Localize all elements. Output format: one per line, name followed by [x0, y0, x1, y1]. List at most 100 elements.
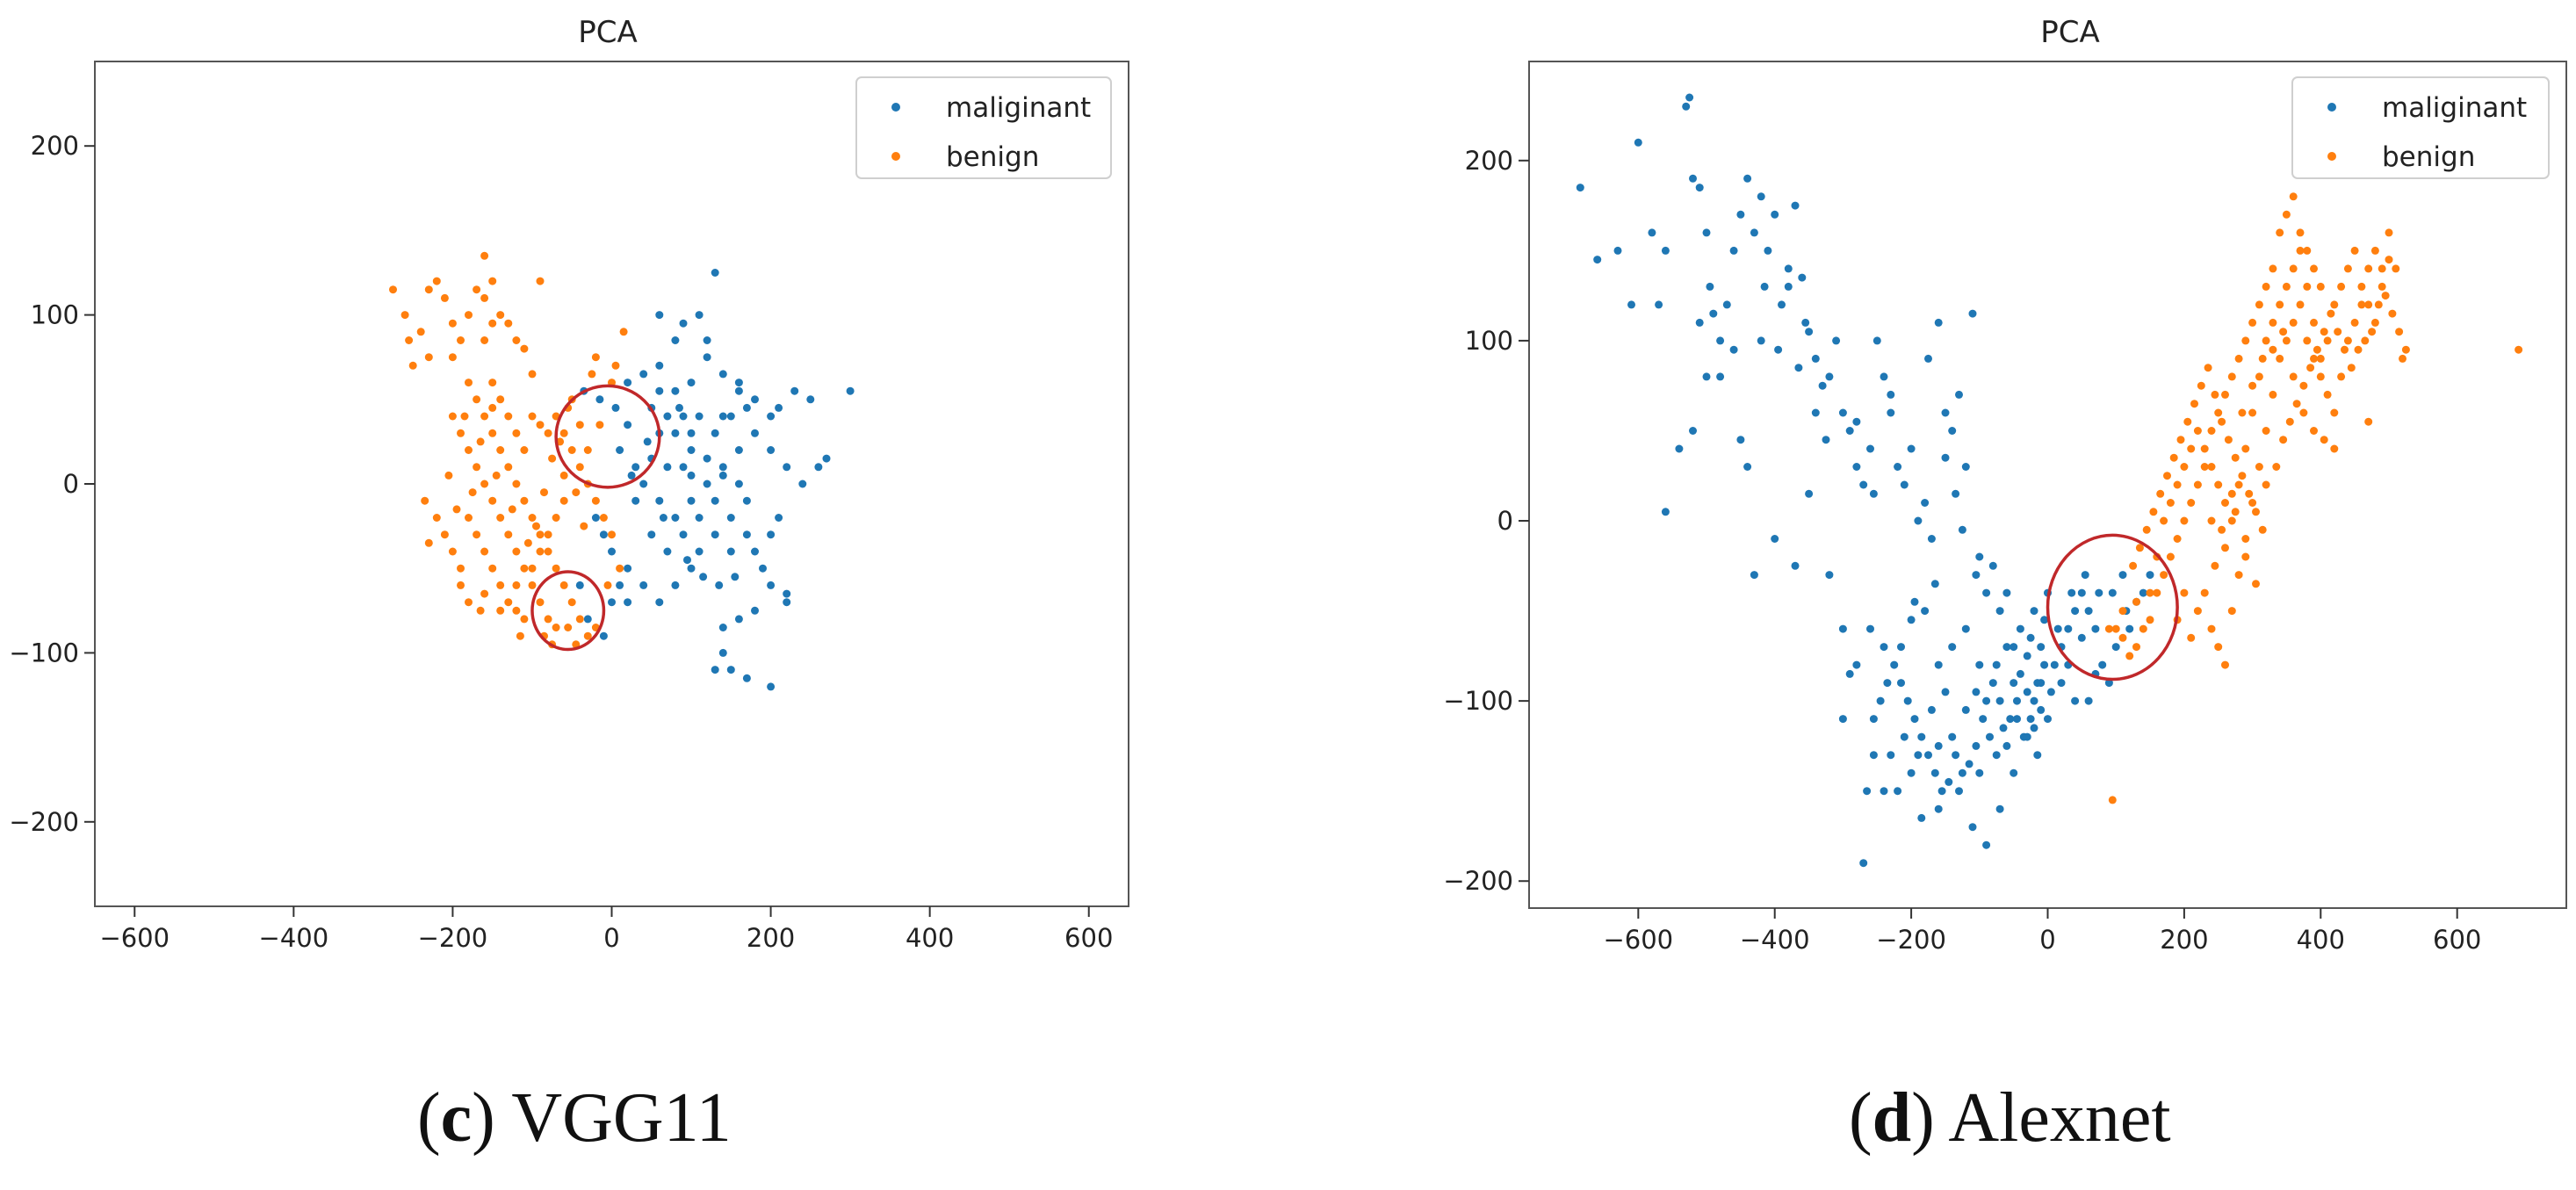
data-point-maliginant: [1924, 751, 1932, 760]
data-point-benign: [2368, 328, 2377, 336]
data-point-benign: [2269, 390, 2277, 399]
x-tick-label: 600: [2433, 925, 2481, 955]
data-point-maliginant: [2037, 643, 2046, 652]
data-point-maliginant: [1593, 256, 1602, 264]
data-point-benign: [2248, 318, 2257, 327]
data-point-benign: [400, 311, 409, 320]
data-point-maliginant: [1995, 804, 2004, 813]
data-point-maliginant: [775, 403, 783, 412]
data-point-benign: [599, 514, 608, 522]
data-point-benign: [405, 336, 414, 344]
data-point-benign: [496, 606, 505, 615]
plot-area: [94, 61, 1129, 907]
data-point-benign: [2276, 228, 2284, 237]
data-point-benign: [448, 353, 457, 362]
data-point-maliginant: [1818, 381, 1827, 390]
data-point-maliginant: [718, 412, 727, 421]
data-point-maliginant: [1743, 463, 1752, 471]
data-point-benign: [2378, 282, 2386, 291]
data-point-maliginant: [783, 598, 791, 607]
data-point-maliginant: [2002, 588, 2011, 597]
data-point-maliginant: [1729, 246, 1738, 255]
y-axis: 200 100 0 −100 −200: [1443, 146, 1529, 896]
data-point-maliginant: [1771, 210, 1779, 219]
data-point-maliginant: [679, 412, 688, 421]
chart-title: PCA: [578, 15, 638, 50]
data-point-maliginant: [679, 319, 688, 328]
data-point-maliginant: [2071, 607, 2080, 616]
data-point-maliginant: [2111, 643, 2120, 652]
x-tick-label: 200: [747, 923, 795, 953]
data-point-benign: [2132, 643, 2140, 652]
data-point-maliginant: [1750, 571, 1758, 580]
data-point-maliginant: [2010, 768, 2018, 777]
data-point-maliginant: [1876, 696, 1885, 705]
data-point-maliginant: [1955, 787, 1963, 796]
data-point-benign: [2211, 561, 2219, 570]
data-point-maliginant: [1825, 571, 1834, 580]
data-point-maliginant: [2091, 624, 2100, 633]
data-point-benign: [465, 311, 473, 320]
data-point-benign: [2193, 607, 2202, 616]
data-point-maliginant: [1988, 679, 1997, 688]
data-point-benign: [389, 285, 397, 294]
data-point-benign: [536, 547, 545, 556]
data-point-maliginant: [2002, 741, 2011, 750]
data-point-maliginant: [1695, 318, 1704, 327]
data-point-maliginant: [1811, 408, 1820, 417]
data-point-maliginant: [659, 514, 667, 522]
data-point-benign: [595, 421, 604, 429]
data-point-maliginant: [616, 581, 624, 589]
data-point-benign: [520, 564, 529, 573]
data-point-maliginant: [1924, 354, 1932, 363]
data-point-benign: [432, 277, 441, 285]
data-point-maliginant: [1869, 489, 1878, 498]
data-point-benign: [2258, 525, 2267, 534]
data-point-benign: [452, 505, 461, 514]
data-point-benign: [552, 564, 560, 573]
data-point-maliginant: [1903, 696, 1912, 705]
data-point-maliginant: [1934, 318, 1943, 327]
legend-label-benign: benign: [946, 141, 1039, 173]
plot-area: [1528, 61, 2567, 909]
chart-title: PCA: [2040, 15, 2100, 50]
data-point-maliginant: [1948, 427, 1957, 435]
data-point-benign: [2218, 417, 2226, 426]
data-point-benign: [2310, 427, 2318, 435]
data-point-maliginant: [643, 437, 652, 446]
data-point-benign: [2111, 624, 2120, 633]
data-point-benign: [2221, 390, 2229, 399]
data-point-benign: [2292, 400, 2301, 408]
annotation-circles: [530, 384, 661, 652]
data-point-benign: [2378, 264, 2386, 273]
data-point-benign: [2207, 516, 2216, 525]
data-point-maliginant: [2023, 652, 2031, 660]
data-point-maliginant: [1887, 390, 1895, 399]
data-point-benign: [424, 353, 433, 362]
data-point-maliginant: [726, 547, 735, 556]
data-point-benign: [2313, 345, 2321, 354]
data-point-benign: [2279, 436, 2288, 444]
caption-d: (d) Alexnet: [1849, 1079, 2171, 1157]
data-point-maliginant: [1685, 93, 1694, 102]
data-point-benign: [2169, 453, 2178, 462]
data-point-benign: [480, 412, 489, 421]
data-point-benign: [575, 615, 584, 624]
data-point-benign: [2357, 300, 2366, 309]
data-point-maliginant: [1784, 264, 1793, 273]
data-point-benign: [480, 251, 489, 260]
data-point-maliginant: [2077, 633, 2086, 642]
legend-label-maliginant: maliginant: [946, 92, 1091, 124]
data-point-maliginant: [1968, 823, 1977, 832]
data-point-benign: [2231, 453, 2240, 462]
data-point-maliginant: [1845, 427, 1854, 435]
data-point-maliginant: [775, 514, 783, 522]
data-point-benign: [2156, 489, 2165, 498]
data-point-maliginant: [1897, 643, 1905, 652]
data-point-maliginant: [2010, 643, 2018, 652]
data-point-benign: [2163, 472, 2171, 480]
y-tick-label: −200: [1443, 866, 1513, 896]
data-point-maliginant: [695, 412, 704, 421]
chart-panel-c: PCA −600 −400 −200 0 200 400 600 200 100 0 −100 −2…: [9, 15, 1129, 953]
data-point-benign: [2388, 309, 2397, 318]
